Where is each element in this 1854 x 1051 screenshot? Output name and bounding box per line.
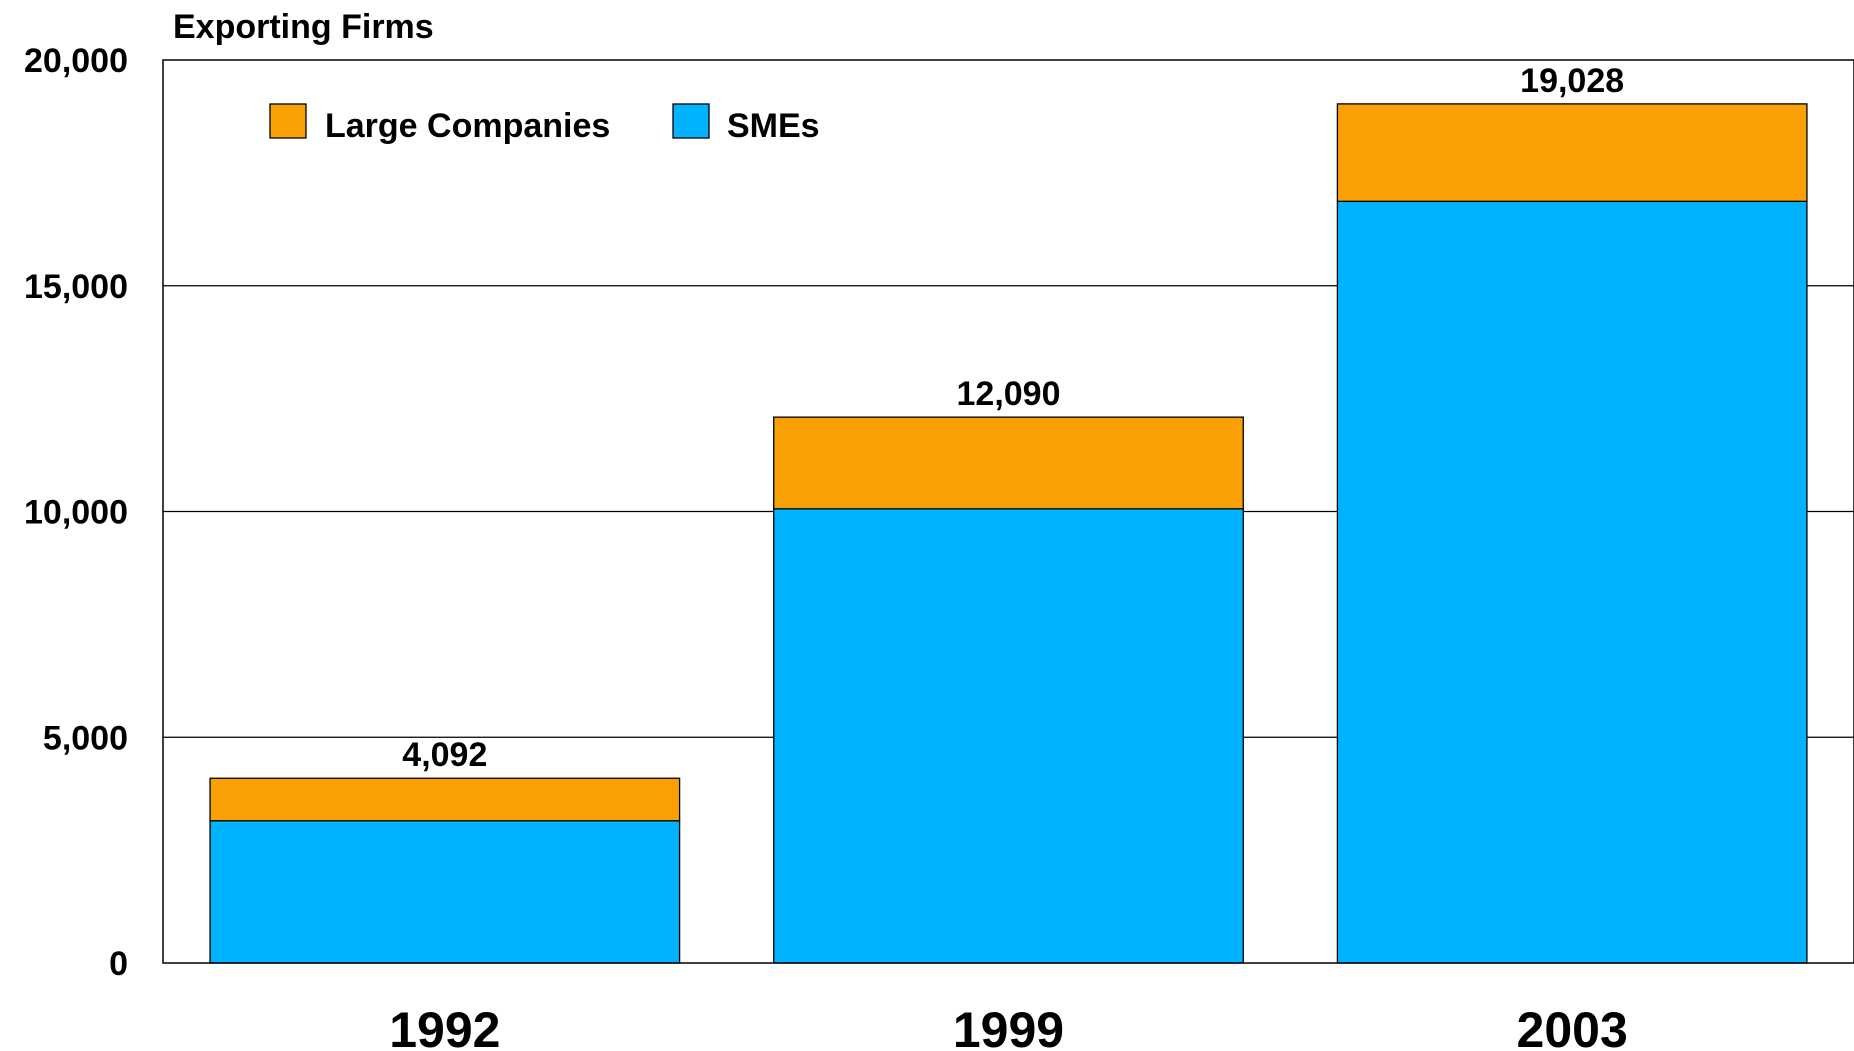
bar-segment: [1336, 103, 1808, 202]
x-axis-ticks: 1992 1999 2003: [389, 1002, 1628, 1051]
y-tick-label: 5,000: [43, 719, 128, 757]
bar-segment: [1336, 200, 1808, 964]
legend-label: SMEs: [727, 107, 820, 145]
bar-total-labels: 4,092 12,090 19,028: [402, 62, 1624, 774]
bar-segment: [209, 777, 681, 822]
legend-label: Large Companies: [325, 107, 610, 145]
bar-total-label: 4,092: [402, 736, 487, 774]
y-tick-label: 0: [109, 945, 128, 983]
y-tick-label: 15,000: [24, 268, 128, 306]
y-tick-label: 10,000: [24, 494, 128, 532]
bar-total-label: 19,028: [1520, 62, 1624, 100]
bars: [209, 103, 1808, 964]
plot-frame: [162, 59, 1854, 964]
legend-swatch: [672, 103, 710, 139]
bar-segment: [773, 416, 1244, 510]
x-tick-label: 2003: [1517, 1002, 1628, 1051]
y-axis-label: Exporting Firms: [173, 8, 434, 46]
legend-swatch: [269, 103, 307, 139]
bar-segment: [773, 508, 1244, 964]
y-axis-ticks: 0 5,000 10,000 15,000 20,000: [24, 42, 128, 983]
y-tick-label: 20,000: [24, 42, 128, 80]
bar-total-label: 12,090: [957, 375, 1061, 413]
x-tick-label: 1992: [389, 1002, 500, 1051]
bar-segment: [209, 820, 681, 964]
x-tick-label: 1999: [953, 1002, 1064, 1051]
legend: Large Companies SMEs: [269, 103, 820, 145]
